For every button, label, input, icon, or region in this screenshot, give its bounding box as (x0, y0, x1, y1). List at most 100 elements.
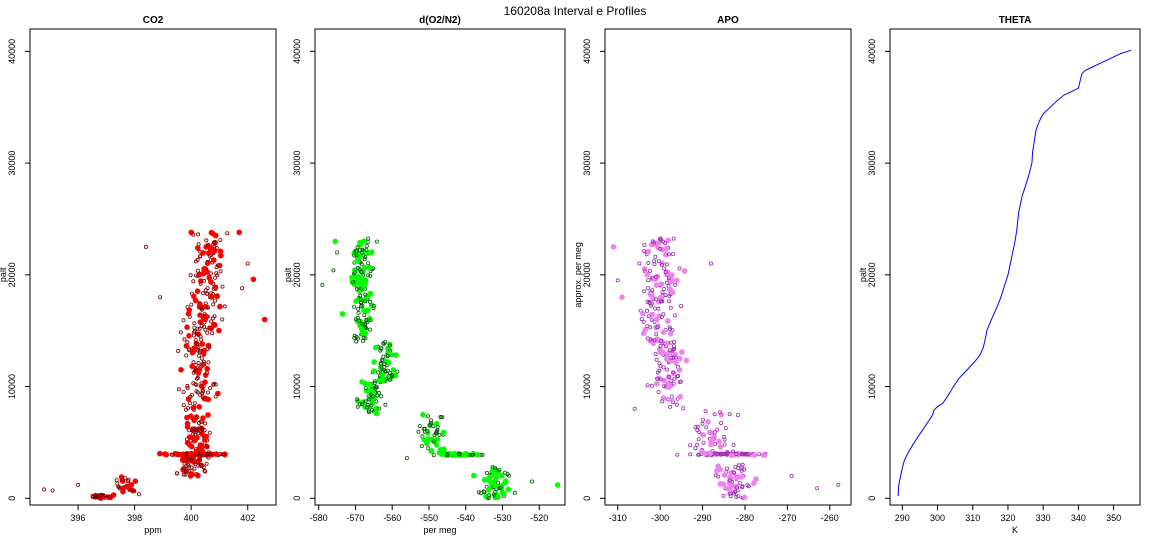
data-point (646, 260, 651, 265)
data-point (693, 425, 698, 430)
data-point (659, 314, 664, 319)
data-point (736, 412, 741, 417)
data-point (216, 327, 222, 334)
data-point (679, 304, 684, 309)
data-point (357, 242, 364, 248)
y-tick-label: 40000 (7, 39, 17, 64)
data-point (203, 421, 208, 426)
data-point (174, 471, 179, 476)
data-point (198, 334, 203, 339)
data-point (366, 261, 371, 266)
data-point (354, 258, 360, 264)
data-point (434, 429, 439, 434)
data-point (529, 479, 534, 484)
data-point (169, 452, 174, 457)
data-point (665, 318, 671, 324)
data-point (189, 465, 194, 470)
data-point (661, 365, 666, 370)
data-point (688, 443, 693, 448)
data-point (356, 306, 361, 311)
data-point (363, 255, 368, 260)
data-point (653, 380, 660, 387)
data-point (202, 316, 209, 323)
data-point (120, 477, 125, 482)
data-point (236, 229, 243, 236)
data-point (718, 451, 723, 456)
data-point (383, 368, 388, 373)
data-point (666, 275, 671, 280)
data-point (383, 340, 388, 345)
y-tick-label: 30000 (867, 151, 877, 176)
panel-1: d(O2/N2) -580 -570 -560 -550 -540 -530 -520 0 100… (283, 15, 566, 535)
data-point (102, 493, 107, 498)
data-point (199, 341, 206, 347)
data-point (658, 236, 663, 241)
data-point (187, 346, 192, 351)
data-point (379, 371, 386, 378)
data-point (373, 405, 379, 412)
data-point (198, 462, 203, 467)
data-point (352, 333, 357, 338)
data-point (196, 332, 201, 337)
data-point (377, 406, 382, 411)
x-tick-label: -300 (651, 513, 669, 523)
data-point (661, 377, 668, 384)
data-point (376, 370, 381, 375)
data-point (640, 310, 646, 317)
data-point (200, 415, 206, 421)
data-point (662, 251, 669, 258)
data-point (719, 421, 724, 426)
data-point (667, 252, 672, 257)
data-point (211, 281, 216, 286)
data-point (693, 446, 698, 451)
data-point (737, 480, 742, 485)
data-point (355, 397, 360, 402)
data-point (331, 268, 336, 273)
data-point (199, 337, 204, 342)
data-point (181, 403, 186, 408)
data-point (688, 452, 693, 457)
data-point (358, 325, 365, 332)
data-point (434, 436, 441, 443)
data-point (390, 373, 395, 378)
data-point (727, 473, 733, 480)
data-point (201, 384, 206, 389)
data-point (733, 489, 738, 494)
data-point (426, 446, 431, 451)
data-point (245, 261, 250, 266)
data-point (362, 299, 367, 304)
data-point (421, 436, 427, 443)
data-point (433, 431, 438, 436)
data-point (364, 317, 369, 322)
data-point (375, 393, 380, 398)
data-point (352, 304, 357, 309)
data-point (471, 452, 476, 457)
data-point (183, 407, 188, 412)
data-point (438, 414, 443, 419)
data-point (658, 246, 663, 251)
data-point (189, 302, 194, 307)
data-point (431, 439, 436, 444)
data-point (713, 441, 718, 446)
data-point (203, 433, 210, 440)
data-point (387, 371, 392, 376)
data-point (653, 254, 658, 259)
data-point (709, 261, 714, 266)
x-tick-label: 398 (127, 513, 142, 523)
data-point (733, 464, 738, 469)
data-point (656, 258, 661, 263)
data-point (652, 259, 657, 264)
data-point (652, 262, 657, 267)
data-point (157, 450, 163, 457)
x-tick-label: -540 (457, 513, 475, 523)
data-point (481, 489, 486, 494)
data-point (647, 291, 654, 298)
data-point (204, 365, 211, 372)
plot-frame (889, 28, 1141, 506)
data-point (761, 452, 768, 458)
x-tick-label: -520 (530, 513, 548, 523)
data-point (136, 492, 141, 497)
data-point (128, 481, 135, 488)
data-point (639, 317, 644, 322)
x-tick-label: 340 (1071, 513, 1086, 523)
